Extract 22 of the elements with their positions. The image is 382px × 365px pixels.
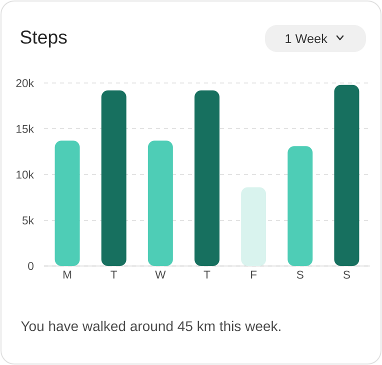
text: 1 Week: [286, 34, 328, 44]
x-tick-label: F: [251, 270, 257, 279]
x-tick-label: S: [343, 270, 350, 279]
bar: [334, 84, 360, 266]
x-tick-label: T: [204, 270, 210, 279]
y-tick-label: 5k: [22, 216, 34, 224]
bar: [241, 187, 266, 266]
x-tick-label: S: [296, 270, 304, 279]
bar: [288, 146, 313, 266]
x-tick-label: W: [155, 270, 166, 279]
y-tick-label: 10k: [16, 170, 34, 179]
x-tick-label: M: [63, 270, 72, 279]
bar: [148, 140, 173, 266]
bar: [194, 90, 220, 266]
y-tick-label: 20k: [16, 78, 34, 88]
y-tick-label: 15k: [16, 124, 34, 133]
chart-title: Steps: [20, 30, 67, 48]
y-tick-label: 0: [28, 262, 34, 270]
bar: [54, 140, 80, 266]
x-tick-label: T: [110, 270, 118, 279]
bar: [101, 90, 126, 266]
text: You have walked around 45 km this week.: [21, 320, 280, 332]
